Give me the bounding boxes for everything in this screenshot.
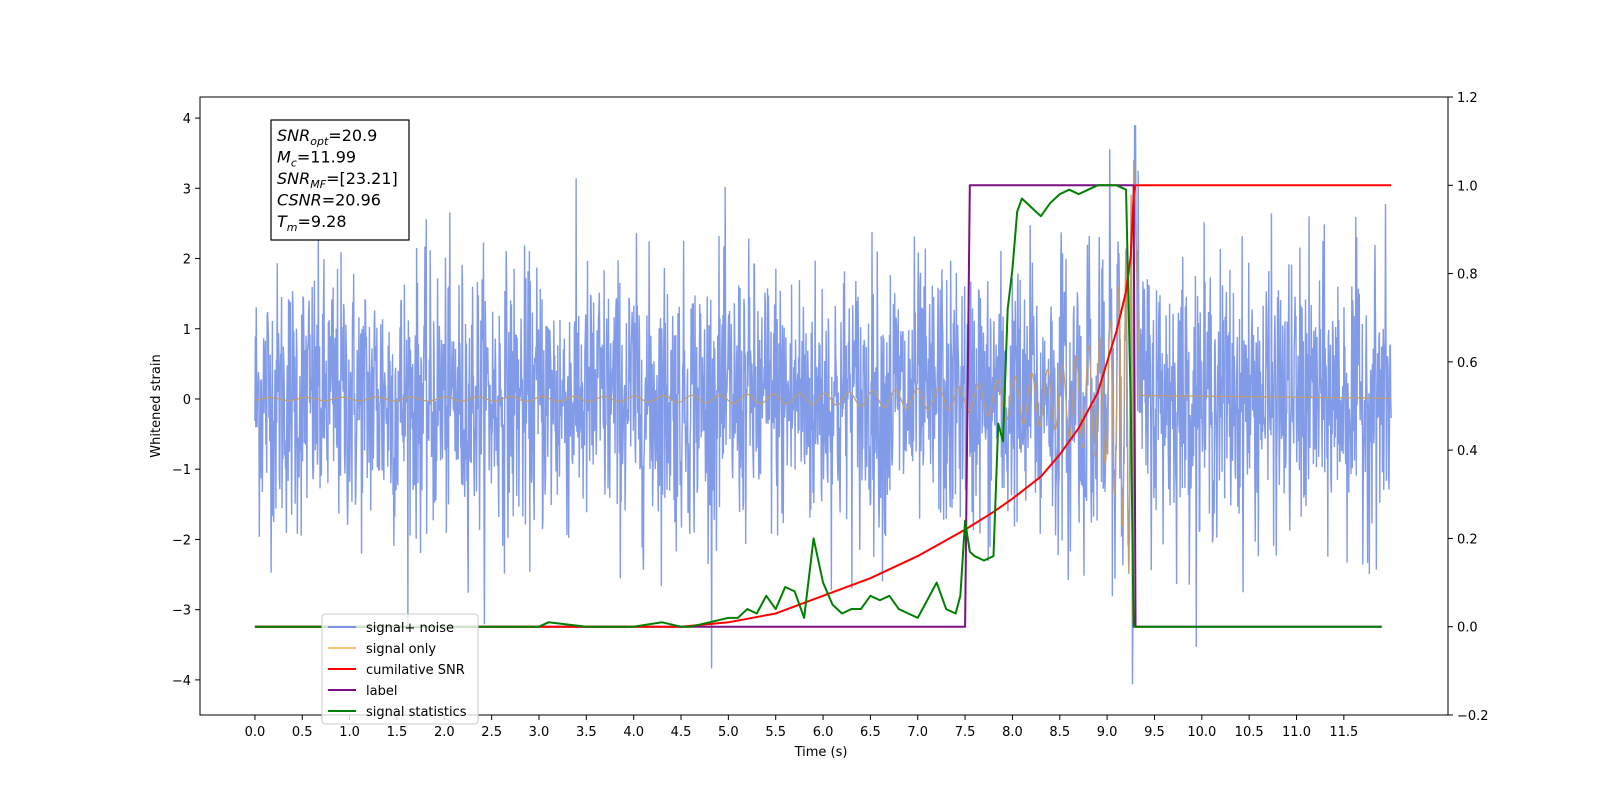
x-tick-label: 7.0 <box>907 725 928 740</box>
y-tick-label: 3 <box>183 182 191 197</box>
x-tick-label: 4.0 <box>623 725 644 740</box>
metric-line: Tm=9.28 <box>277 212 347 234</box>
y-tick-label: 1 <box>183 323 191 338</box>
y-axis-right-ticks: −0.2 0.0 0.2 0.4 0.6 0.8 1.0 1.2 <box>1448 91 1489 724</box>
y-right-tick-label: 0.6 <box>1457 356 1478 371</box>
x-tick-label: 11.5 <box>1329 725 1358 740</box>
legend-label: label <box>366 684 397 699</box>
x-tick-label: 0.0 <box>245 725 266 740</box>
x-tick-label: 8.5 <box>1049 725 1070 740</box>
x-tick-label: 3.0 <box>529 725 550 740</box>
metrics-annotation-frame <box>270 119 410 241</box>
y-right-tick-label: 0.4 <box>1457 444 1478 459</box>
legend-label: signal+ noise <box>366 621 454 636</box>
x-tick-label: 11.0 <box>1282 725 1311 740</box>
y-tick-label: 4 <box>183 112 191 127</box>
x-tick-label: 2.5 <box>481 725 502 740</box>
metric-line: CSNR=20.96 <box>277 191 381 210</box>
x-tick-label: 8.0 <box>1002 725 1023 740</box>
y-right-tick-label: 1.2 <box>1457 91 1478 106</box>
x-tick-label: 9.0 <box>1097 725 1118 740</box>
y-right-tick-label: 0.2 <box>1457 532 1478 547</box>
y-tick-label: −2 <box>172 533 191 548</box>
plot-frame <box>199 96 1449 716</box>
x-tick-label: 4.5 <box>671 725 692 740</box>
metric-line: SNRMF=[23.21] <box>277 169 398 191</box>
legend-label: signal statistics <box>366 705 467 720</box>
x-tick-label: 5.0 <box>718 725 739 740</box>
y-axis-left-ticks: −4 −3 −2 −1 0 1 2 3 4 <box>172 112 200 689</box>
y-right-tick-label: 0.0 <box>1457 621 1478 636</box>
legend: signal+ noise signal only cumilative SNR la… <box>321 613 479 725</box>
x-axis-title: Time (s) <box>794 745 848 760</box>
x-tick-label: 3.5 <box>576 725 597 740</box>
y-tick-label: −3 <box>172 604 191 619</box>
y-tick-label: 2 <box>183 253 191 268</box>
y-tick-label: 0 <box>183 393 191 408</box>
plot-series-group <box>254 125 1392 685</box>
metric-line: SNRopt=20.9 <box>277 126 377 148</box>
metric-line: Mc=11.99 <box>277 148 356 170</box>
series-signal-plus-noise <box>254 125 1392 685</box>
x-tick-label: 10.5 <box>1235 725 1264 740</box>
y-right-tick-label: 1.0 <box>1457 179 1478 194</box>
x-tick-label: 1.5 <box>387 725 408 740</box>
x-tick-label: 7.5 <box>955 725 976 740</box>
series-signal-statistics <box>254 184 1382 628</box>
y-tick-label: −4 <box>172 674 191 689</box>
x-tick-label: 6.5 <box>860 725 881 740</box>
x-axis-ticks: 0.0 0.5 1.0 1.5 2.0 2.5 3.0 3.5 4.0 4.5 5.0 5.5 6.0 6… <box>245 715 1358 740</box>
y-right-tick-label: 0.8 <box>1457 268 1478 283</box>
x-tick-label: 2.0 <box>434 725 455 740</box>
x-tick-label: 6.0 <box>813 725 834 740</box>
legend-frame <box>321 613 479 725</box>
y-right-tick-label: −0.2 <box>1457 709 1489 724</box>
x-tick-label: 9.5 <box>1144 725 1165 740</box>
legend-label: cumilative SNR <box>366 663 465 678</box>
y-tick-label: −1 <box>172 463 191 478</box>
x-tick-label: 0.5 <box>292 725 313 740</box>
metrics-annotation-box: SNRopt=20.9Mc=11.99SNRMF=[23.21]CSNR=20.… <box>270 119 410 241</box>
series-signal-only <box>254 160 1392 624</box>
legend-label: signal only <box>366 642 436 657</box>
x-tick-label: 1.0 <box>339 725 360 740</box>
x-tick-label: 10.0 <box>1187 725 1216 740</box>
x-tick-label: 5.5 <box>765 725 786 740</box>
y-axis-title: Whitened strain <box>149 354 164 457</box>
